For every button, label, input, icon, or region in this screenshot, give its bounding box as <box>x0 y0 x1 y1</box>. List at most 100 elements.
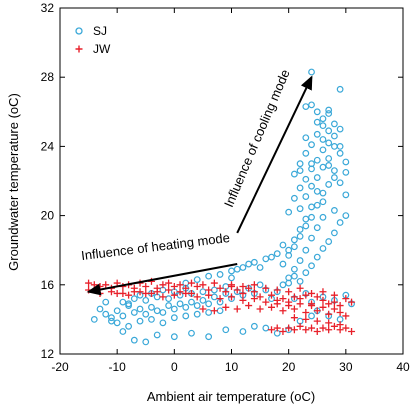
sj-point <box>245 260 253 268</box>
sj-point <box>313 253 321 261</box>
jw-point <box>296 300 304 308</box>
jw-point <box>313 307 321 315</box>
sj-point <box>336 125 344 133</box>
y-tick-label: 16 <box>41 278 55 292</box>
sj-point <box>308 182 315 190</box>
jw-point <box>285 324 293 332</box>
sj-point <box>313 174 321 181</box>
sj-point <box>302 134 310 142</box>
sj-point <box>170 333 178 341</box>
sj-point <box>319 115 327 123</box>
jw-point <box>290 293 298 301</box>
sj-point <box>302 149 310 157</box>
jw-point <box>325 300 333 308</box>
jw-point <box>262 298 270 306</box>
jw-point <box>302 291 310 299</box>
sj-point <box>336 219 344 226</box>
jw-point <box>256 293 264 301</box>
sj-point <box>308 213 315 221</box>
sj-point <box>342 168 350 176</box>
sj-point <box>313 130 321 138</box>
jw-point <box>336 308 344 316</box>
jw-point <box>273 300 281 308</box>
sj-point <box>313 108 321 116</box>
sj-point <box>331 174 338 181</box>
sj-point <box>170 314 178 322</box>
jw-point <box>199 305 207 313</box>
jw-point <box>302 326 310 334</box>
sj-point <box>216 271 224 278</box>
sj-point <box>96 305 104 313</box>
x-tick-label: 30 <box>339 360 353 374</box>
sj-point <box>90 316 98 323</box>
heating-arrow <box>86 263 238 296</box>
jw-point <box>285 302 293 310</box>
sj-point <box>136 317 144 325</box>
jw-point <box>216 284 224 292</box>
jw-point <box>348 298 356 306</box>
sj-point <box>302 193 310 200</box>
sj-point <box>193 302 201 309</box>
sj-point <box>119 312 127 320</box>
y-tick-label: 20 <box>41 209 55 223</box>
sj-point <box>319 136 327 143</box>
jw-point <box>193 283 201 291</box>
jw-point <box>125 291 133 299</box>
sj-point <box>210 293 218 301</box>
sj-point <box>308 141 315 149</box>
jw-point <box>342 324 350 332</box>
jw-point <box>268 326 276 334</box>
sj-point <box>262 324 270 332</box>
jw-point <box>302 315 310 323</box>
jw-point <box>290 305 298 313</box>
jw-point <box>325 326 333 334</box>
sj-point <box>336 149 344 157</box>
sj-point <box>342 191 350 199</box>
jw-point <box>290 326 298 334</box>
legend-sj-marker <box>75 27 83 35</box>
sj-point <box>182 303 190 311</box>
sj-point <box>313 187 321 195</box>
jw-point <box>308 289 316 297</box>
sj-point <box>325 181 333 188</box>
jw-point <box>159 281 167 289</box>
jw-point <box>319 288 327 296</box>
jw-point <box>233 305 241 313</box>
jw-point <box>336 302 344 310</box>
jw-point <box>296 322 304 330</box>
sj-point <box>233 265 241 273</box>
jw-point <box>176 288 184 296</box>
sj-point <box>205 272 213 280</box>
jw-point <box>330 298 338 306</box>
jw-point <box>187 289 195 297</box>
sj-point <box>159 309 167 316</box>
sj-point <box>273 250 281 258</box>
sj-point <box>125 300 133 308</box>
y-tick-label: 28 <box>41 70 55 84</box>
jw-point <box>130 288 138 296</box>
jw-point <box>119 289 127 297</box>
sj-point <box>325 139 333 147</box>
jw-point <box>170 283 178 291</box>
jw-point <box>187 279 195 287</box>
y-tick-label: 24 <box>41 139 55 153</box>
sj-point <box>296 232 304 240</box>
sj-point <box>325 162 333 169</box>
jw-point <box>325 310 333 318</box>
jw-point <box>102 281 110 289</box>
sj-point <box>336 85 344 93</box>
sj-point <box>205 333 213 341</box>
sj-point <box>319 245 327 252</box>
sj-point <box>188 329 195 337</box>
sj-point <box>148 303 155 311</box>
sj-point <box>136 305 144 313</box>
x-tick-label: 0 <box>171 360 178 374</box>
legend-jw-marker <box>75 45 83 53</box>
sj-point <box>313 156 321 164</box>
sj-point <box>296 184 304 192</box>
sj-point <box>325 106 333 114</box>
jw-point <box>222 303 230 311</box>
sj-point <box>113 307 121 315</box>
sj-point <box>302 269 310 277</box>
